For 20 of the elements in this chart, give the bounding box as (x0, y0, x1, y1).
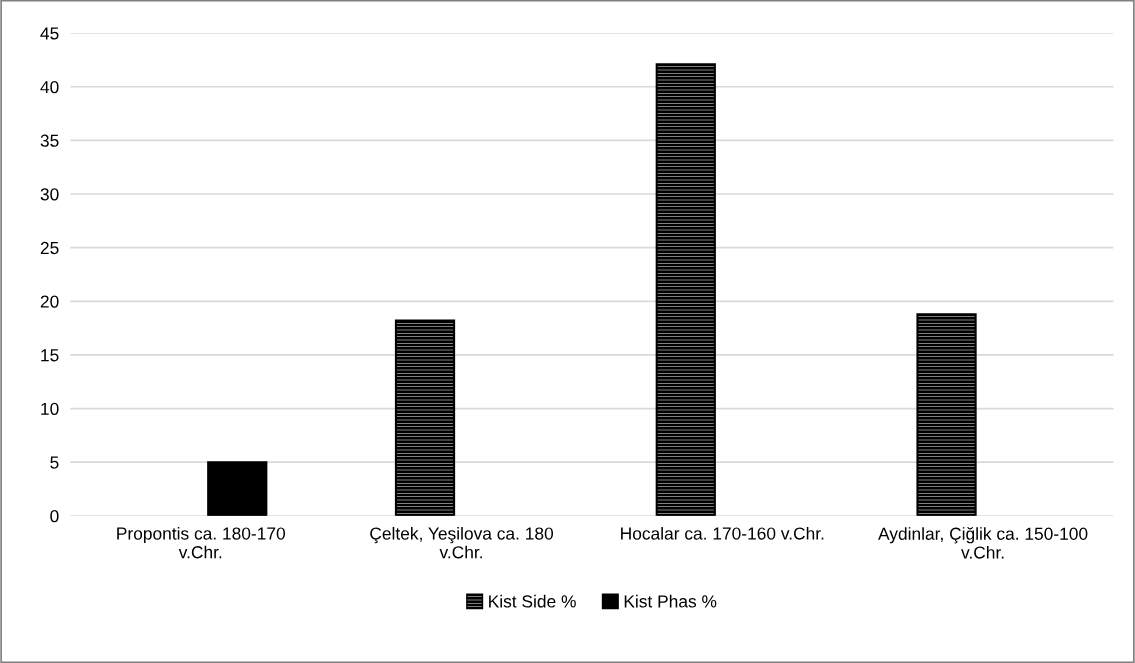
x-tick-label: Çeltek, Yeşilova ca. 180 v.Chr. (370, 526, 554, 559)
y-tick-label: 35 (40, 134, 59, 147)
y-tick-label: 20 (40, 295, 59, 308)
y-tick-label: 10 (41, 402, 59, 416)
bar (916, 313, 977, 516)
y-tick-label: 30 (40, 188, 59, 201)
x-tick-label: Hocalar ca. 170-160 v.Chr. (621, 526, 824, 540)
bar (655, 63, 716, 516)
bar (207, 461, 268, 516)
y-tick-label: 0 (50, 509, 59, 523)
y-tick-label: 45 (40, 27, 59, 40)
y-tick-label: 25 (40, 241, 59, 255)
bar (394, 319, 456, 516)
legend-label: Kist Phas % (624, 594, 717, 608)
y-tick-label: 40 (40, 80, 59, 94)
x-tick-label: Propontis ca. 180-170 v.Chr. (117, 526, 286, 559)
y-tick-label: 5 (50, 456, 59, 469)
x-tick-label: Aydinlar, Çiğlik ca. 150-100 v.Chr. (878, 526, 1088, 559)
y-tick-label: 15 (41, 349, 59, 362)
legend-label: Kist Side % (489, 594, 576, 608)
